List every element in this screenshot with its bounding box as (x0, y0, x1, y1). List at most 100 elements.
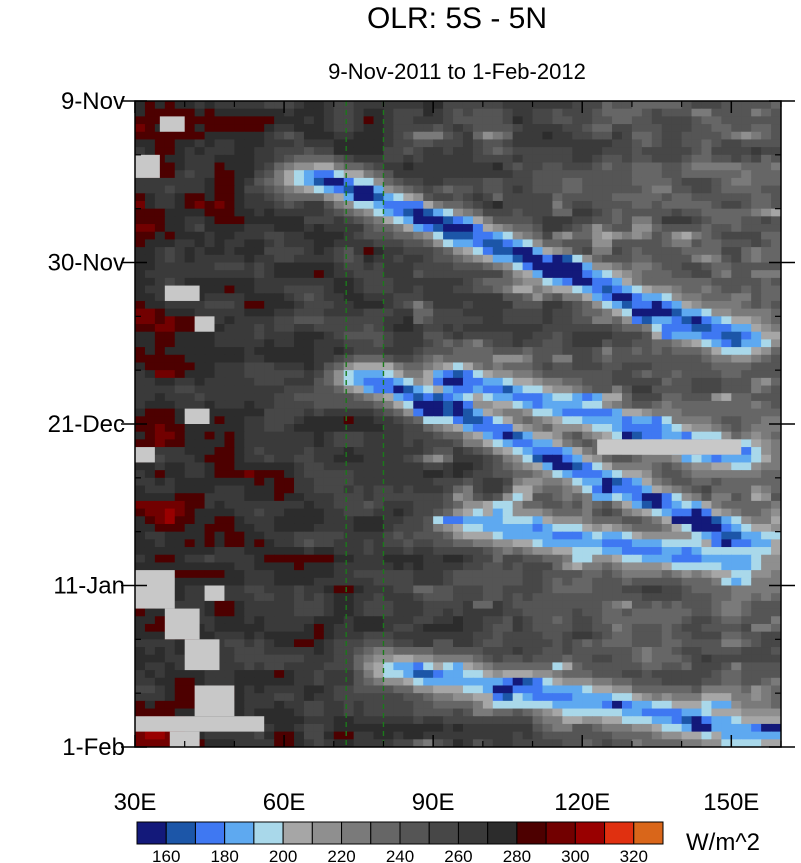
heatmap-cell (333, 347, 345, 356)
heatmap-cell (393, 454, 404, 464)
heatmap-cell (612, 177, 623, 187)
heatmap-cell (562, 424, 573, 433)
heatmap-cell (244, 124, 255, 133)
heatmap-cell (701, 608, 713, 617)
heatmap-cell (472, 270, 484, 279)
heatmap-cell (353, 508, 365, 517)
heatmap-cell (641, 470, 653, 479)
heatmap-cell (741, 639, 752, 648)
heatmap-cell (462, 277, 474, 287)
heatmap-cell (761, 539, 772, 548)
heatmap-cell (234, 562, 245, 571)
heatmap-cell (154, 147, 166, 156)
heatmap-cell (751, 101, 762, 110)
heatmap-cell (274, 531, 285, 540)
heatmap-cell (135, 616, 146, 625)
heatmap-cell (721, 647, 732, 656)
heatmap-cell (413, 354, 424, 364)
heatmap-cell (333, 654, 345, 663)
heatmap-cell (413, 639, 424, 648)
heatmap-cell (542, 631, 554, 640)
heatmap-cell (701, 547, 713, 556)
heatmap-cell (403, 400, 414, 410)
heatmap-cell (234, 654, 245, 663)
heatmap-cell (333, 400, 345, 410)
heatmap-cell (761, 408, 772, 417)
heatmap-cell (284, 277, 295, 287)
heatmap-cell (303, 300, 315, 310)
heatmap-cell (413, 608, 424, 617)
heatmap-cell (552, 147, 563, 156)
heatmap-cell (671, 470, 683, 479)
heatmap-cell (393, 293, 404, 302)
heatmap-cell (313, 277, 325, 287)
heatmap-cell (512, 654, 524, 663)
heatmap-cell (363, 370, 375, 379)
heatmap-cell (174, 570, 186, 579)
heatmap-cell (413, 531, 424, 540)
heatmap-cell (343, 500, 355, 510)
heatmap-cell (303, 585, 315, 594)
heatmap-cell (582, 685, 593, 694)
heatmap-cell (393, 362, 404, 371)
heatmap-cell (244, 370, 255, 379)
heatmap-cell (741, 193, 752, 202)
heatmap-cell (701, 162, 713, 171)
heatmap-cell (661, 362, 673, 371)
heatmap-cell (323, 400, 335, 410)
heatmap-cell (353, 447, 365, 456)
heatmap-cell (413, 516, 424, 525)
heatmap-cell (284, 262, 295, 271)
heatmap-cell (443, 554, 454, 564)
heatmap-cell (184, 470, 196, 479)
heatmap-cell (154, 562, 166, 571)
heatmap-cell (751, 216, 762, 225)
heatmap-cell (294, 547, 305, 556)
heatmap-cell (433, 485, 444, 494)
heatmap-cell (602, 562, 613, 571)
heatmap-cell (144, 631, 156, 640)
heatmap-cell (403, 416, 414, 425)
heatmap-cell (164, 393, 176, 402)
heatmap-cell (264, 101, 275, 110)
heatmap-cell (254, 108, 265, 117)
heatmap-cell (174, 523, 186, 533)
heatmap-cell (671, 108, 683, 117)
heatmap-cell (244, 170, 255, 179)
heatmap-cell (492, 647, 504, 656)
heatmap-cell (612, 600, 623, 610)
heatmap-cell (234, 393, 245, 402)
heatmap-cell (254, 670, 265, 679)
heatmap-cell (681, 162, 693, 171)
heatmap-cell (343, 101, 355, 110)
heatmap-cell (731, 277, 742, 287)
heatmap-cell (373, 300, 385, 310)
heatmap-cell (264, 454, 275, 464)
heatmap-cell (194, 431, 206, 440)
heatmap-cell (373, 377, 385, 387)
heatmap-cell (343, 208, 355, 217)
heatmap-cell (154, 224, 166, 233)
heatmap-cell (602, 416, 613, 425)
heatmap-cell (254, 531, 265, 540)
heatmap-cell (254, 408, 265, 417)
heatmap-cell (661, 108, 673, 117)
heatmap-cell (453, 147, 464, 156)
heatmap-cell (363, 208, 375, 217)
heatmap-cell (462, 162, 474, 171)
heatmap-cell (472, 439, 484, 448)
heatmap-cell (462, 331, 474, 340)
heatmap-cell (353, 185, 365, 194)
heatmap-cell (711, 508, 722, 517)
heatmap-cell (204, 416, 216, 425)
heatmap-cell (691, 393, 703, 402)
heatmap-cell (313, 293, 325, 302)
heatmap-cell (651, 354, 663, 364)
heatmap-cell (671, 608, 683, 617)
heatmap-cell (641, 108, 653, 117)
heatmap-cell (244, 116, 255, 125)
heatmap-cell (612, 616, 623, 625)
heatmap-cell (135, 424, 146, 433)
heatmap-cell (641, 247, 653, 256)
heatmap-cell (294, 347, 305, 356)
